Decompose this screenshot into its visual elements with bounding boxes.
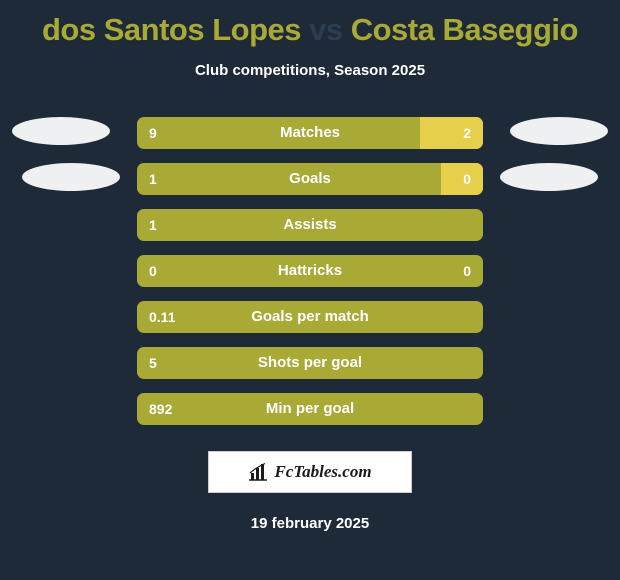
stat-row: Assists1 — [137, 209, 483, 241]
stat-label: Assists — [137, 209, 483, 241]
right-player-badge — [510, 117, 608, 145]
right-player-badge — [500, 163, 598, 191]
stat-value-left: 0 — [149, 255, 157, 287]
stat-value-left: 1 — [149, 209, 157, 241]
stat-value-left: 1 — [149, 163, 157, 195]
stat-row: Goals per match0.11 — [137, 301, 483, 333]
stats-stage: Matches92Goals10Assists1Hattricks00Goals… — [0, 117, 620, 425]
stat-value-left: 892 — [149, 393, 172, 425]
player-left-name: dos Santos Lopes — [42, 12, 301, 47]
stat-row: Matches9 2 — [137, 117, 483, 149]
stat-value-right: 2 — [463, 117, 471, 149]
stat-label: Goals — [137, 163, 483, 195]
footer-date: 19 february 2025 — [0, 515, 620, 532]
stat-label: Matches — [137, 117, 483, 149]
logo-text: FcTables.com — [274, 462, 371, 482]
bar-chart-icon — [248, 463, 268, 481]
stat-label: Goals per match — [137, 301, 483, 333]
subtitle: Club competitions, Season 2025 — [0, 62, 620, 79]
stat-row: Hattricks0 0 — [137, 255, 483, 287]
stat-value-left: 9 — [149, 117, 157, 149]
stat-value-left: 0.11 — [149, 301, 175, 333]
stat-row: Min per goal892 — [137, 393, 483, 425]
stat-row: Goals1 0 — [137, 163, 483, 195]
stat-row: Shots per goal5 — [137, 347, 483, 379]
vs-separator: vs — [301, 12, 351, 47]
stat-value-right: 0 — [463, 163, 471, 195]
player-right-name: Costa Baseggio — [351, 12, 578, 47]
stat-label: Hattricks — [137, 255, 483, 287]
fctables-logo[interactable]: FcTables.com — [208, 451, 412, 493]
stat-label: Min per goal — [137, 393, 483, 425]
left-player-badge — [12, 117, 110, 145]
stat-label: Shots per goal — [137, 347, 483, 379]
stat-value-right: 0 — [463, 255, 471, 287]
comparison-title: dos Santos Lopes vs Costa Baseggio — [0, 0, 620, 48]
stat-value-left: 5 — [149, 347, 157, 379]
left-player-badge — [22, 163, 120, 191]
